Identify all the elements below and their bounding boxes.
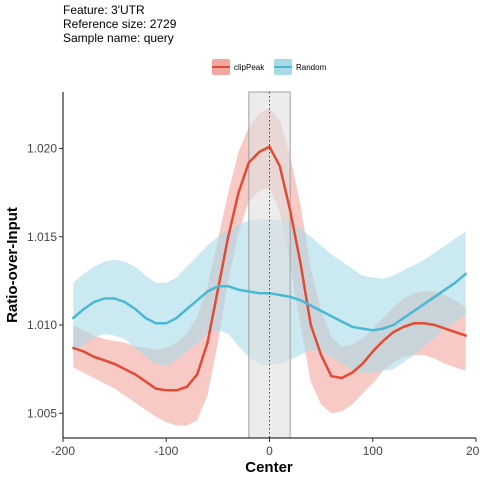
x-axis-title: Center: [245, 459, 293, 476]
x-tick-label: 0: [266, 444, 273, 458]
series-line-clippeak: [72, 145, 467, 392]
y-axis-title: Ratio-over-Input: [4, 207, 21, 323]
legend-label-random: Random: [296, 63, 327, 72]
sample-name-label: Sample name: query: [63, 31, 174, 45]
legend: clipPeak Random: [212, 59, 327, 75]
y-tick-label: 1.005: [27, 406, 57, 420]
x-tick-label: -200: [51, 444, 75, 458]
reference-size-label: Reference size: 2729: [63, 17, 177, 31]
x-tick-label: 200: [466, 444, 480, 458]
y-tick-label: 1.015: [27, 230, 57, 244]
x-tick-label: -100: [154, 444, 178, 458]
y-tick-label: 1.020: [27, 141, 57, 155]
axes: -200 -100 0 100 200 1.005 1.010 1.015 1.020: [27, 92, 480, 458]
y-tick-label: 1.010: [27, 318, 57, 332]
x-tick-label: 100: [363, 444, 383, 458]
feature-label: Feature: 3'UTR: [63, 3, 145, 17]
legend-label-clippeak: clipPeak: [234, 63, 265, 72]
